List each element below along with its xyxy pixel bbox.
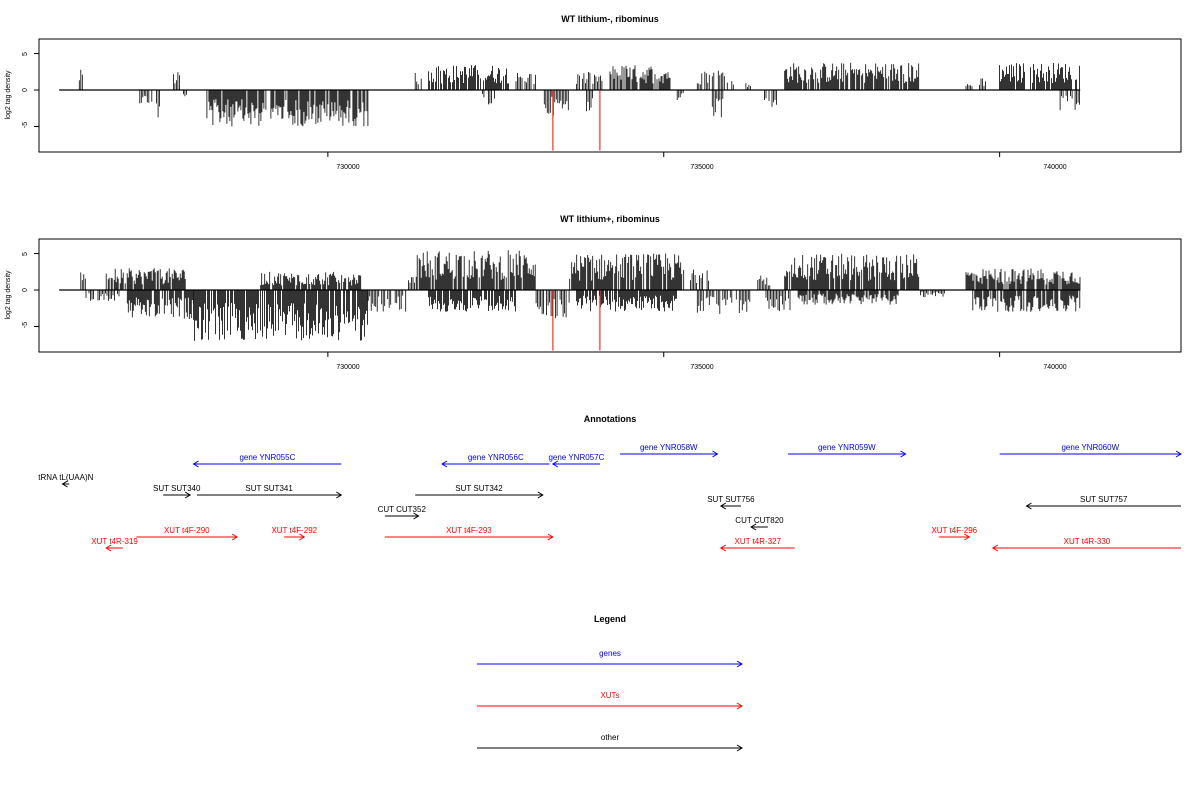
feature-arrow: gene YNR060W xyxy=(999,443,1182,458)
red-markers xyxy=(552,290,601,351)
feature-arrow: XUT t4F-290 xyxy=(136,526,239,541)
feature-label: XUT t4F-293 xyxy=(446,526,492,535)
x-tick-label: 730000 xyxy=(336,364,359,371)
feature-arrow: CUT CUT352 xyxy=(378,505,427,520)
plot-frame xyxy=(38,38,1182,153)
y-axis-label: log2 tag density xyxy=(5,270,12,320)
feature-label: XUT t4R-330 xyxy=(1064,537,1111,546)
feature-arrow: SUT SUT342 xyxy=(415,484,544,499)
y-tick-label: 0 xyxy=(22,288,29,292)
feature-arrow: XUT t4F-293 xyxy=(384,526,554,541)
feature-label: tRNA tL(UAA)N xyxy=(38,473,93,482)
feature-arrow: XUT t4R-327 xyxy=(719,537,795,552)
feature-arrow: SUT SUT756 xyxy=(707,495,755,510)
feature-label: SUT SUT756 xyxy=(707,495,755,504)
x-tick-label: 735000 xyxy=(690,364,713,371)
x-tick-label: 740000 xyxy=(1043,364,1066,371)
feature-arrow: XUT t4F-296 xyxy=(931,526,978,541)
axis-ticks xyxy=(34,53,1001,157)
x-tick-label: 740000 xyxy=(1043,164,1066,171)
feature-arrow: gene YNR059W xyxy=(788,443,907,458)
feature-label: XUT t4F-296 xyxy=(931,526,977,535)
y-tick-label: -5 xyxy=(22,322,29,328)
panel-title: WT lithium+, ribominus xyxy=(560,214,660,224)
feature-label: CUT CUT820 xyxy=(735,516,784,525)
track-panel-lithium-minus: WT lithium-, ribominus log2 tag density … xyxy=(5,14,1182,171)
feature-arrow: CUT CUT820 xyxy=(735,516,784,531)
annotations-title: Annotations xyxy=(584,414,637,424)
y-tick-labels: -5 0 5 xyxy=(22,252,29,328)
legend-label: XUTs xyxy=(600,691,619,700)
red-markers xyxy=(552,90,601,151)
y-tick-label: -5 xyxy=(22,122,29,128)
panel-title: WT lithium-, ribominus xyxy=(561,14,659,24)
density-bar-set xyxy=(80,250,1081,341)
feature-label: gene YNR059W xyxy=(818,443,876,452)
legend-label: genes xyxy=(599,649,621,658)
axis-ticks xyxy=(34,253,1001,357)
feature-label: gene YNR056C xyxy=(468,453,524,462)
feature-label: XUT t4R-327 xyxy=(735,537,782,546)
x-tick-labels: 730000 735000 740000 xyxy=(336,364,1066,371)
feature-label: SUT SUT341 xyxy=(245,484,293,493)
legend-item: other xyxy=(477,733,743,752)
legend: Legend genes XUTs other xyxy=(477,614,743,752)
feature-label: gene YNR055C xyxy=(239,453,295,462)
annotations-panel: Annotations gene YNR055C gene YNR056C gene… xyxy=(38,414,1182,552)
feature-arrow: XUT t4F-292 xyxy=(271,526,318,541)
feature-label: gene YNR060W xyxy=(1061,443,1119,452)
legend-label: other xyxy=(601,733,620,742)
feature-label: SUT SUT342 xyxy=(455,484,503,493)
feature-arrow: XUT t4R-319 xyxy=(91,537,138,552)
feature-arrow: SUT SUT340 xyxy=(153,484,201,499)
feature-label: XUT t4F-290 xyxy=(164,526,210,535)
feature-arrow: SUT SUT757 xyxy=(1025,495,1181,510)
feature-arrow: gene YNR058W xyxy=(620,443,719,458)
feature-label: CUT CUT352 xyxy=(378,505,427,514)
feature-arrow: XUT t4R-330 xyxy=(991,537,1181,552)
legend-items: genes XUTs other xyxy=(477,649,743,752)
y-tick-label: 0 xyxy=(22,88,29,92)
y-tick-label: 5 xyxy=(22,52,29,56)
legend-item: XUTs xyxy=(477,691,743,710)
feature-arrow: gene YNR057C xyxy=(548,453,605,468)
density-bars xyxy=(59,62,1081,127)
feature-label: SUT SUT340 xyxy=(153,484,201,493)
feature-label: gene YNR057C xyxy=(548,453,604,462)
x-tick-label: 730000 xyxy=(336,164,359,171)
feature-arrow: gene YNR056C xyxy=(441,453,550,468)
y-tick-label: 5 xyxy=(22,252,29,256)
density-bars xyxy=(59,250,1081,341)
feature-arrow: gene YNR055C xyxy=(192,453,342,468)
feature-arrow: tRNA tL(UAA)N xyxy=(38,473,94,488)
feature-label: gene YNR058W xyxy=(640,443,698,452)
x-tick-labels: 730000 735000 740000 xyxy=(336,164,1066,171)
feature-label: XUT t4F-292 xyxy=(271,526,317,535)
y-tick-labels: -5 0 5 xyxy=(22,52,29,128)
legend-title: Legend xyxy=(594,614,626,624)
density-bar-set xyxy=(78,62,1080,127)
feature-label: XUT t4R-319 xyxy=(91,537,138,546)
x-tick-label: 735000 xyxy=(690,164,713,171)
feature-arrows: gene YNR055C gene YNR056C gene YNR057C gene… xyxy=(38,443,1182,552)
legend-item: genes xyxy=(477,649,743,668)
feature-arrow: SUT SUT341 xyxy=(196,484,343,499)
track-panel-lithium-plus: WT lithium+, ribominus log2 tag density … xyxy=(5,214,1182,371)
feature-label: SUT SUT757 xyxy=(1080,495,1128,504)
y-axis-label: log2 tag density xyxy=(5,70,12,120)
